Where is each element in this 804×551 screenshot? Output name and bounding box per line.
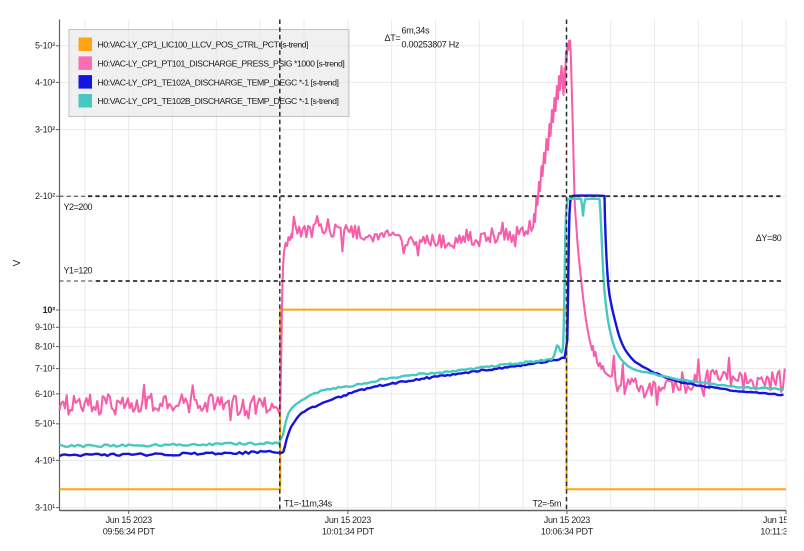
svg-text:10:06:34 PDT: 10:06:34 PDT [541, 526, 594, 536]
svg-text:ΔY=80: ΔY=80 [756, 233, 782, 243]
svg-text:H0:VAC-LY_CP1_LIC100_LLCV_POS_: H0:VAC-LY_CP1_LIC100_LLCV_POS_CTRL_PCT [… [98, 40, 309, 50]
svg-text:4-10²: 4-10² [35, 77, 55, 87]
svg-text:3-10²: 3-10² [35, 125, 55, 135]
svg-text:10:11:34 PDT: 10:11:34 PDT [760, 526, 804, 536]
svg-text:2-10²: 2-10² [35, 191, 55, 201]
svg-text:9-10¹: 9-10¹ [35, 322, 55, 332]
svg-text:6-10¹: 6-10¹ [35, 389, 55, 399]
svg-text:5-10¹: 5-10¹ [35, 419, 55, 429]
svg-text:10²: 10² [43, 305, 56, 315]
svg-text:6m,34s: 6m,34s [402, 26, 431, 36]
svg-text:09:56:34 PDT: 09:56:34 PDT [103, 526, 156, 536]
svg-text:8-10¹: 8-10¹ [35, 342, 55, 352]
svg-text:H0:VAC-LY_CP1_TE102B_DISCHARGE: H0:VAC-LY_CP1_TE102B_DISCHARGE_TEMP_DEGC… [98, 96, 339, 106]
svg-text:V: V [12, 259, 23, 266]
svg-text:Y1=120: Y1=120 [64, 266, 93, 276]
svg-text:ΔT=: ΔT= [385, 33, 401, 43]
svg-text:10:01:34 PDT: 10:01:34 PDT [322, 526, 375, 536]
svg-text:T1=-11m,34s: T1=-11m,34s [284, 499, 333, 509]
svg-text:T2=-5m: T2=-5m [532, 499, 561, 509]
svg-text:Jun 15 2023: Jun 15 2023 [325, 515, 372, 525]
svg-text:3-10¹: 3-10¹ [35, 503, 55, 513]
svg-text:4-10¹: 4-10¹ [35, 455, 55, 465]
svg-text:Jun 15 2023: Jun 15 2023 [544, 515, 591, 525]
svg-text:H0:VAC-LY_CP1_TE102A_DISCHARGE: H0:VAC-LY_CP1_TE102A_DISCHARGE_TEMP_DEGC… [98, 77, 339, 87]
svg-text:Y2=200: Y2=200 [64, 202, 93, 212]
svg-text:Jun 15 2023: Jun 15 2023 [106, 515, 153, 525]
svg-text:Jun 15 2023: Jun 15 2023 [763, 515, 804, 525]
svg-text:0.00253807 Hz: 0.00253807 Hz [402, 40, 461, 50]
svg-text:7-10¹: 7-10¹ [35, 364, 55, 374]
svg-text:5-10²: 5-10² [35, 41, 55, 51]
svg-text:H0:VAC-LY_CP1_PT101_DISCHARGE_: H0:VAC-LY_CP1_PT101_DISCHARGE_PRESS_PSIG… [98, 58, 345, 68]
